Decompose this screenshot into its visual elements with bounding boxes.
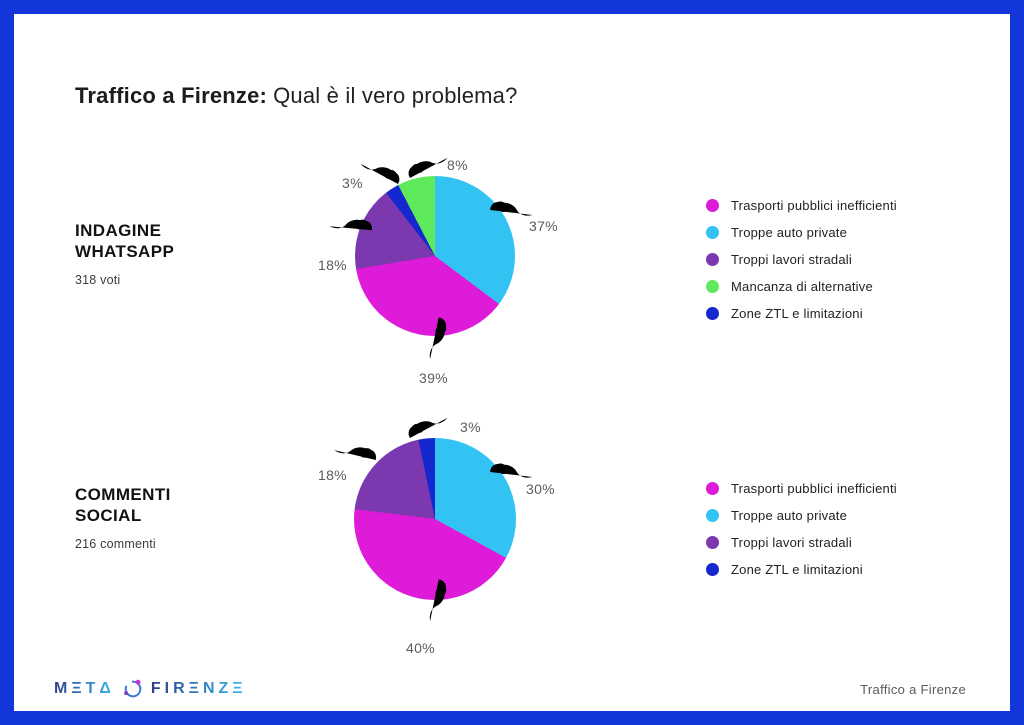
legend-dot-icon <box>706 562 719 576</box>
logo-meta-text: MΞTΔ <box>54 680 115 697</box>
footer-caption: Traffico a Firenze <box>860 682 966 697</box>
arrow-doodle-icon <box>408 157 448 178</box>
legend-item: Troppi lavori stradali <box>706 534 897 550</box>
legend-item: Zone ZTL e limitazioni <box>706 561 897 577</box>
legend-dot-icon <box>706 535 719 549</box>
logo-orbit-icon <box>124 679 142 698</box>
section-subheading-social: 216 commenti <box>75 537 156 552</box>
legend-item: Trasporti pubblici inefficienti <box>706 480 897 496</box>
section-heading-social: COMMENTI SOCIAL <box>75 484 265 526</box>
legend-label: Trasporti pubblici inefficienti <box>731 197 897 213</box>
heading-line: INDAGINE <box>75 221 162 240</box>
legend-item: Mancanza di alternative <box>706 278 897 294</box>
pie-label-whatsapp-ztl: 3% <box>342 175 363 191</box>
legend-dot-icon <box>706 225 719 239</box>
legend-item: Trasporti pubblici inefficienti <box>706 197 897 213</box>
legend-dot-icon <box>706 252 719 266</box>
section-heading-whatsapp: INDAGINE WHATSAPP <box>75 220 265 262</box>
section-subheading-whatsapp: 318 voti <box>75 273 121 288</box>
heading-line: COMMENTI <box>75 485 171 504</box>
pie-label-social-auto: 30% <box>526 481 555 497</box>
arrow-doodle-icon <box>408 417 448 438</box>
legend-label: Troppe auto private <box>731 507 848 523</box>
page-title-regular: Qual è il vero problema? <box>273 82 518 108</box>
pie-chart-social <box>354 438 516 600</box>
legend-label: Zone ZTL e limitazioni <box>731 561 863 577</box>
legend-dot-icon <box>706 279 719 293</box>
pie-label-social-lavori: 18% <box>318 467 347 483</box>
legend-label: Trasporti pubblici inefficienti <box>731 480 897 496</box>
legend-dot-icon <box>706 481 719 495</box>
section-label-social: COMMENTI SOCIAL 216 commenti <box>75 484 265 551</box>
pie-label-whatsapp-trasporti: 39% <box>419 370 448 386</box>
legend-item: Troppe auto private <box>706 507 897 523</box>
page-title: Traffico a Firenze: Qual è il vero proble… <box>75 83 518 109</box>
pie-label-social-ztl: 3% <box>460 419 481 435</box>
pie-label-whatsapp-alternative: 8% <box>447 157 468 173</box>
legend-item: Troppe auto private <box>706 224 897 240</box>
legend-item: Troppi lavori stradali <box>706 251 897 267</box>
legend-dot-icon <box>706 306 719 320</box>
legend-social: Trasporti pubblici inefficienti Troppe au… <box>706 480 897 577</box>
section-label-whatsapp: INDAGINE WHATSAPP 318 voti <box>75 220 265 287</box>
legend-label: Mancanza di alternative <box>731 278 873 294</box>
pie-label-whatsapp-lavori: 18% <box>318 257 347 273</box>
legend-item: Zone ZTL e limitazioni <box>706 305 897 321</box>
heading-line: SOCIAL <box>75 506 142 526</box>
page-title-bold: Traffico a Firenze: <box>75 82 268 108</box>
legend-dot-icon <box>706 508 719 522</box>
legend-whatsapp: Trasporti pubblici inefficienti Troppe au… <box>706 197 897 321</box>
pie-label-social-trasporti: 40% <box>406 640 435 656</box>
legend-label: Troppe auto private <box>731 224 848 240</box>
pie-chart-whatsapp <box>355 176 515 336</box>
legend-label: Zone ZTL e limitazioni <box>731 305 863 321</box>
logo-firenze-text: FIRΞNZΞ <box>150 680 247 697</box>
legend-label: Troppi lavori stradali <box>731 534 852 550</box>
legend-label: Troppi lavori stradali <box>731 251 852 267</box>
meta-firenze-logo: MΞTΔ FIRΞNZΞ <box>54 678 247 700</box>
pie-label-whatsapp-auto: 37% <box>529 218 558 234</box>
legend-dot-icon <box>706 198 719 212</box>
heading-line: WHATSAPP <box>75 242 175 262</box>
arrow-doodle-icon <box>360 163 400 184</box>
